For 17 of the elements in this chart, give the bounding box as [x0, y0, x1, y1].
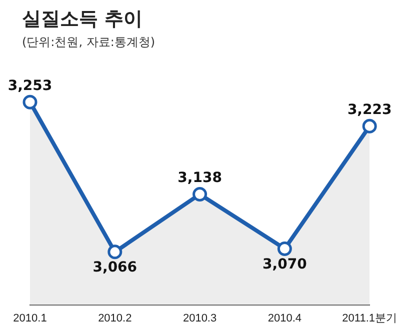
chart-title: 실질소득 추이: [22, 7, 143, 32]
point: [362, 118, 377, 134]
data-label: 3,138: [178, 170, 222, 186]
point: [192, 187, 208, 202]
data-label: 3,066: [92, 260, 138, 276]
x-tick-label: 2010.2: [98, 312, 132, 324]
point: [277, 241, 292, 256]
data-label: 3,070: [262, 256, 308, 272]
chart-subtitle: (단위:천원, 자료:통계청): [22, 34, 156, 51]
data-label: 3,253: [8, 78, 52, 94]
x-tick-label: 2011.1분기: [342, 312, 397, 324]
x-tick-label: 2010.1: [13, 312, 47, 324]
point: [22, 94, 38, 110]
point: [108, 244, 122, 260]
data-label: 3,223: [347, 102, 392, 118]
x-tick-label: 2010.4: [268, 312, 302, 324]
x-tick-label: 2010.3: [182, 312, 217, 324]
